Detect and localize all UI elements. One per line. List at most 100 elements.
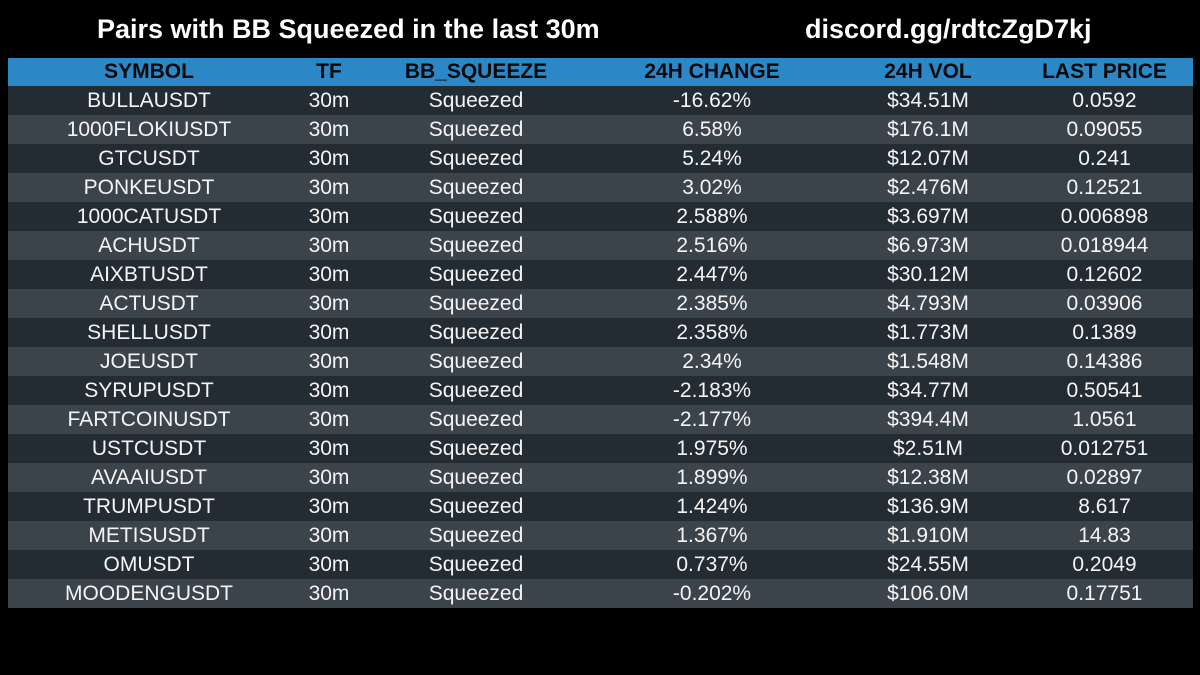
page-header: Pairs with BB Squeezed in the last 30m d…	[0, 0, 1200, 58]
cell-symbol: JOEUSDT	[8, 347, 290, 376]
cell-symbol: PONKEUSDT	[8, 173, 290, 202]
cell-24h-change: 2.34%	[584, 347, 840, 376]
cell-24h-vol: $1.773M	[840, 318, 1016, 347]
column-header-symbol: SYMBOL	[8, 58, 290, 86]
cell-24h-vol: $136.9M	[840, 492, 1016, 521]
cell-24h-vol: $1.910M	[840, 521, 1016, 550]
cell-24h-change: -2.177%	[584, 405, 840, 434]
cell-tf: 30m	[290, 202, 368, 231]
cell-bb-squeeze: Squeezed	[368, 434, 584, 463]
cell-24h-change: 1.367%	[584, 521, 840, 550]
cell-symbol: SYRUPUSDT	[8, 376, 290, 405]
cell-bb-squeeze: Squeezed	[368, 289, 584, 318]
table-row: USTCUSDT 30m Squeezed 1.975% $2.51M 0.012751	[8, 434, 1193, 463]
cell-symbol: BULLAUSDT	[8, 86, 290, 115]
cell-24h-vol: $176.1M	[840, 115, 1016, 144]
cell-tf: 30m	[290, 231, 368, 260]
cell-symbol: TRUMPUSDT	[8, 492, 290, 521]
cell-24h-change: 1.424%	[584, 492, 840, 521]
cell-symbol: USTCUSDT	[8, 434, 290, 463]
cell-24h-change: 2.358%	[584, 318, 840, 347]
cell-bb-squeeze: Squeezed	[368, 579, 584, 608]
cell-24h-change: 2.447%	[584, 260, 840, 289]
cell-24h-change: 1.975%	[584, 434, 840, 463]
cell-tf: 30m	[290, 521, 368, 550]
cell-bb-squeeze: Squeezed	[368, 260, 584, 289]
cell-tf: 30m	[290, 434, 368, 463]
cell-last-price: 0.2049	[1016, 550, 1193, 579]
cell-24h-change: 2.385%	[584, 289, 840, 318]
cell-bb-squeeze: Squeezed	[368, 550, 584, 579]
cell-tf: 30m	[290, 376, 368, 405]
table-row: FARTCOINUSDT 30m Squeezed -2.177% $394.4M 1.0…	[8, 405, 1193, 434]
table-row: OMUSDT 30m Squeezed 0.737% $24.55M 0.2049	[8, 550, 1193, 579]
table-row: 1000FLOKIUSDT 30m Squeezed 6.58% $176.1M 0.09…	[8, 115, 1193, 144]
cell-bb-squeeze: Squeezed	[368, 86, 584, 115]
cell-last-price: 0.14386	[1016, 347, 1193, 376]
cell-24h-vol: $2.51M	[840, 434, 1016, 463]
cell-tf: 30m	[290, 86, 368, 115]
cell-symbol: 1000FLOKIUSDT	[8, 115, 290, 144]
table-row: AVAAIUSDT 30m Squeezed 1.899% $12.38M 0.02897	[8, 463, 1193, 492]
header-row: SYMBOL TF BB_SQUEEZE 24H CHANGE 24H VOL LAST …	[8, 58, 1193, 86]
cell-symbol: FARTCOINUSDT	[8, 405, 290, 434]
cell-last-price: 0.50541	[1016, 376, 1193, 405]
table-row: 1000CATUSDT 30m Squeezed 2.588% $3.697M 0.006…	[8, 202, 1193, 231]
discord-link[interactable]: discord.gg/rdtcZgD7kj	[805, 14, 1092, 44]
cell-symbol: AIXBTUSDT	[8, 260, 290, 289]
column-header-last-price: LAST PRICE	[1016, 58, 1193, 86]
cell-tf: 30m	[290, 550, 368, 579]
cell-symbol: OMUSDT	[8, 550, 290, 579]
cell-24h-change: 0.737%	[584, 550, 840, 579]
table-row: GTCUSDT 30m Squeezed 5.24% $12.07M 0.241	[8, 144, 1193, 173]
cell-symbol: AVAAIUSDT	[8, 463, 290, 492]
cell-24h-change: 2.516%	[584, 231, 840, 260]
cell-last-price: 0.018944	[1016, 231, 1193, 260]
page-title: Pairs with BB Squeezed in the last 30m	[97, 14, 600, 44]
cell-last-price: 0.09055	[1016, 115, 1193, 144]
cell-24h-vol: $2.476M	[840, 173, 1016, 202]
cell-bb-squeeze: Squeezed	[368, 202, 584, 231]
cell-last-price: 0.006898	[1016, 202, 1193, 231]
cell-tf: 30m	[290, 492, 368, 521]
table-row: MOODENGUSDT 30m Squeezed -0.202% $106.0M 0.17…	[8, 579, 1193, 608]
cell-symbol: ACTUSDT	[8, 289, 290, 318]
cell-last-price: 14.83	[1016, 521, 1193, 550]
cell-last-price: 0.03906	[1016, 289, 1193, 318]
cell-24h-vol: $12.38M	[840, 463, 1016, 492]
cell-bb-squeeze: Squeezed	[368, 492, 584, 521]
cell-24h-change: 6.58%	[584, 115, 840, 144]
table-row: AIXBTUSDT 30m Squeezed 2.447% $30.12M 0.12602	[8, 260, 1193, 289]
cell-24h-vol: $24.55M	[840, 550, 1016, 579]
table-row: TRUMPUSDT 30m Squeezed 1.424% $136.9M 8.617	[8, 492, 1193, 521]
cell-last-price: 0.17751	[1016, 579, 1193, 608]
cell-symbol: METISUSDT	[8, 521, 290, 550]
cell-tf: 30m	[290, 405, 368, 434]
cell-24h-vol: $34.51M	[840, 86, 1016, 115]
cell-last-price: 0.012751	[1016, 434, 1193, 463]
cell-bb-squeeze: Squeezed	[368, 318, 584, 347]
cell-24h-vol: $1.548M	[840, 347, 1016, 376]
cell-symbol: GTCUSDT	[8, 144, 290, 173]
cell-bb-squeeze: Squeezed	[368, 405, 584, 434]
cell-tf: 30m	[290, 318, 368, 347]
cell-tf: 30m	[290, 347, 368, 376]
cell-tf: 30m	[290, 289, 368, 318]
cell-symbol: ACHUSDT	[8, 231, 290, 260]
table-row: JOEUSDT 30m Squeezed 2.34% $1.548M 0.14386	[8, 347, 1193, 376]
column-header-tf: TF	[290, 58, 368, 86]
cell-last-price: 0.0592	[1016, 86, 1193, 115]
cell-tf: 30m	[290, 463, 368, 492]
table-row: PONKEUSDT 30m Squeezed 3.02% $2.476M 0.12521	[8, 173, 1193, 202]
cell-last-price: 0.02897	[1016, 463, 1193, 492]
cell-last-price: 0.12602	[1016, 260, 1193, 289]
table-body: BULLAUSDT 30m Squeezed -16.62% $34.51M 0.0592…	[8, 86, 1193, 608]
table-row: BULLAUSDT 30m Squeezed -16.62% $34.51M 0.0592	[8, 86, 1193, 115]
cell-24h-vol: $106.0M	[840, 579, 1016, 608]
cell-last-price: 8.617	[1016, 492, 1193, 521]
cell-tf: 30m	[290, 173, 368, 202]
cell-24h-change: 1.899%	[584, 463, 840, 492]
table-header: SYMBOL TF BB_SQUEEZE 24H CHANGE 24H VOL LAST …	[8, 58, 1193, 86]
cell-bb-squeeze: Squeezed	[368, 521, 584, 550]
table-row: ACTUSDT 30m Squeezed 2.385% $4.793M 0.03906	[8, 289, 1193, 318]
